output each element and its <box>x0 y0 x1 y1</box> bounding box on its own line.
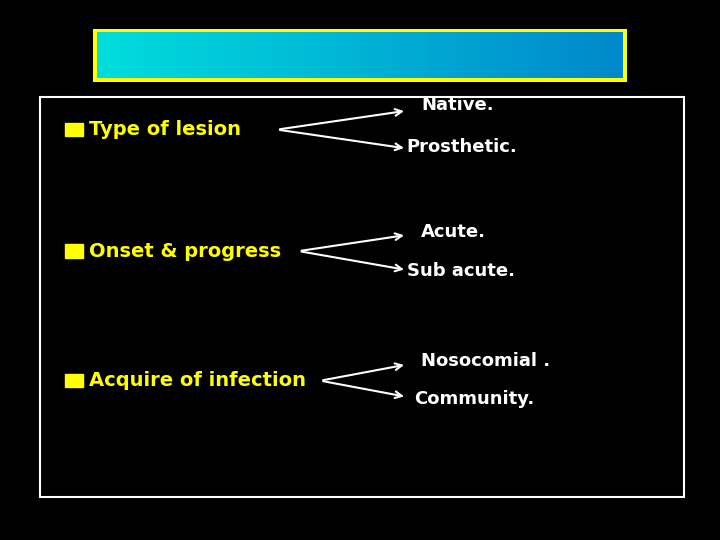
Bar <box>65 244 83 258</box>
Text: CLASSIFICATION OF ie: CLASSIFICATION OF ie <box>234 45 486 65</box>
Text: Community.: Community. <box>414 389 534 408</box>
Text: Onset & progress: Onset & progress <box>89 241 281 261</box>
Text: Prosthetic.: Prosthetic. <box>407 138 518 156</box>
Text: Type of lesion: Type of lesion <box>89 120 240 139</box>
Bar <box>65 374 83 388</box>
Bar <box>40 97 684 497</box>
Text: Native.: Native. <box>421 96 494 114</box>
Text: Nosocomial .: Nosocomial . <box>421 352 550 370</box>
Bar <box>65 123 83 136</box>
Bar <box>93 29 627 82</box>
Text: Acute.: Acute. <box>421 223 486 241</box>
Text: Acquire of infection: Acquire of infection <box>89 371 305 390</box>
Text: Sub acute.: Sub acute. <box>407 262 515 280</box>
